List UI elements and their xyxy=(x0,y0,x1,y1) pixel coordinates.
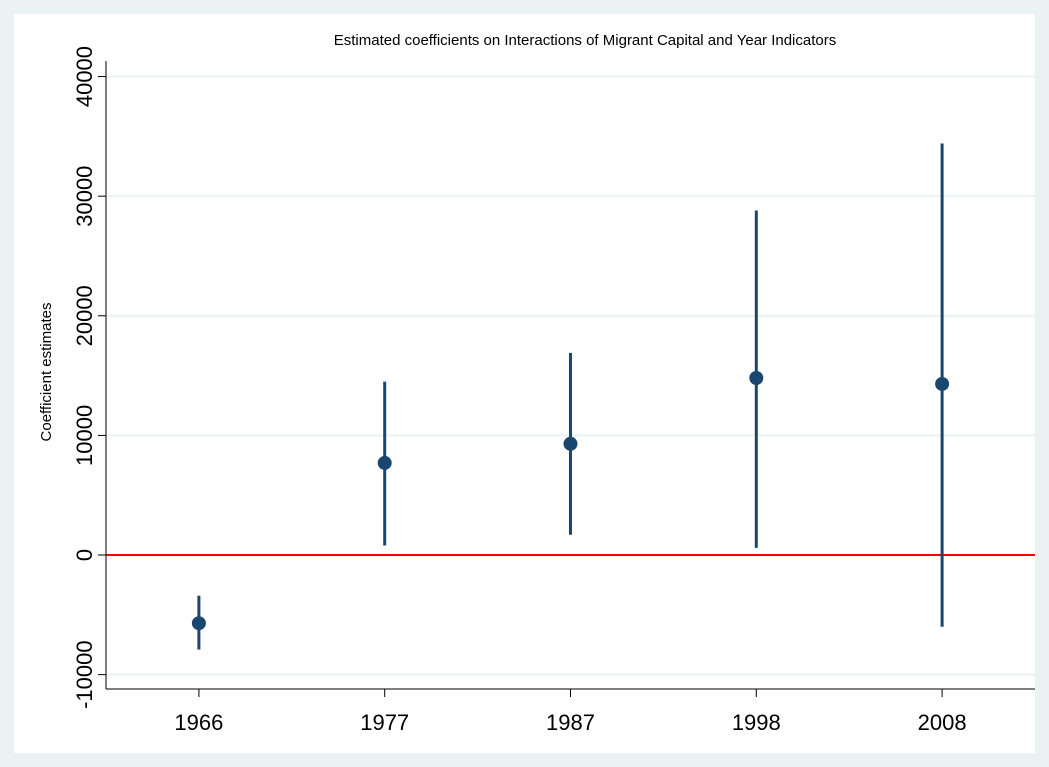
y-axis-label: Coefficient estimates xyxy=(38,303,55,442)
y-tick-label: 40000 xyxy=(72,46,97,107)
point xyxy=(377,455,392,470)
y-tick-label: 10000 xyxy=(72,405,97,466)
x-tick-label: 1987 xyxy=(546,710,595,735)
x-tick-label: 1998 xyxy=(732,710,781,735)
x-tick-label: 1977 xyxy=(360,710,409,735)
y-tick-label: 30000 xyxy=(72,166,97,227)
point xyxy=(563,436,578,451)
point xyxy=(749,370,764,385)
y-tick-label: -10000 xyxy=(72,640,97,709)
y-tick-label: 20000 xyxy=(72,285,97,346)
point xyxy=(191,616,206,631)
chart-title: Estimated coefficients on Interactions o… xyxy=(334,32,837,49)
x-tick-label: 2008 xyxy=(918,710,967,735)
y-tick-label: 0 xyxy=(72,549,97,561)
point xyxy=(935,376,950,391)
graph-region xyxy=(14,14,1035,753)
x-tick-label: 1966 xyxy=(174,710,223,735)
